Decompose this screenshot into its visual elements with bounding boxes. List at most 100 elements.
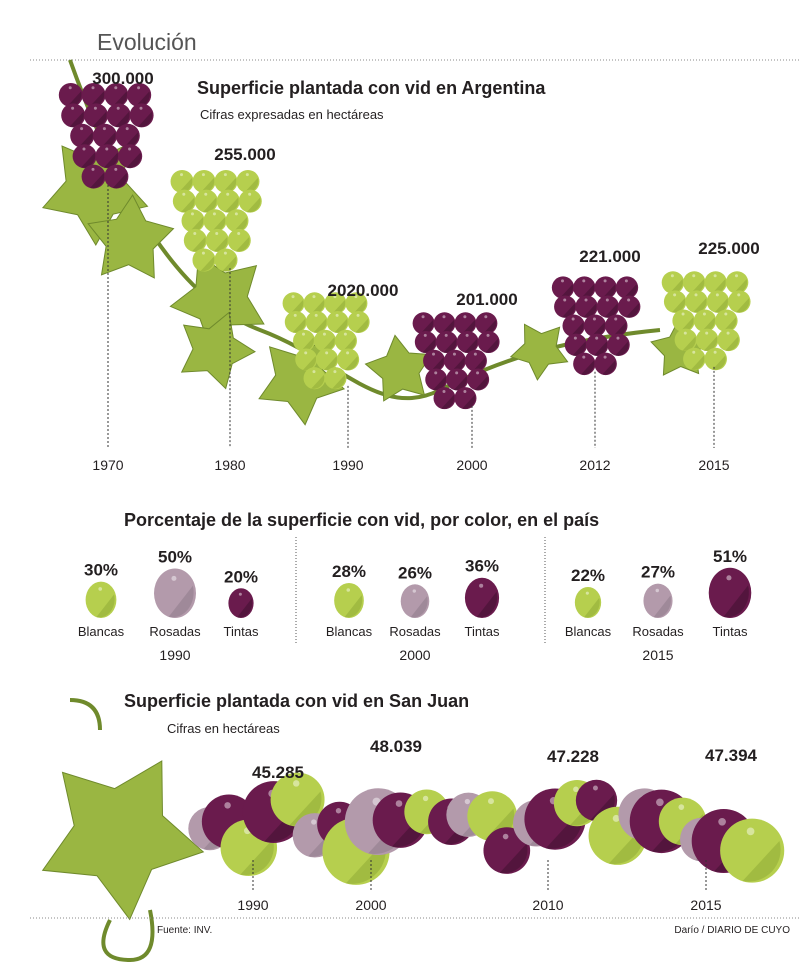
color-percent-chart: 30% Blancas 50% Rosadas 20% Tintas 1990 28% Blan… bbox=[78, 547, 752, 663]
berry-highlight bbox=[98, 587, 103, 591]
berry-shade bbox=[290, 299, 304, 314]
grape-cluster-1990 bbox=[282, 292, 370, 390]
berry-highlight bbox=[343, 332, 347, 336]
berry-highlight bbox=[224, 802, 231, 809]
grape-berry bbox=[236, 169, 260, 194]
grape-berry bbox=[573, 352, 596, 376]
group-year-label: 2000 bbox=[399, 647, 430, 663]
grape-berry bbox=[605, 314, 628, 337]
berry-shade bbox=[168, 585, 194, 618]
berry-highlight bbox=[395, 800, 403, 807]
berry-shade bbox=[570, 322, 584, 337]
vine-leaf bbox=[87, 194, 175, 279]
percent-label: 36% bbox=[465, 557, 499, 576]
year-label: 1990 bbox=[237, 897, 268, 913]
berry-highlight bbox=[713, 350, 717, 354]
grape-berry bbox=[573, 276, 596, 299]
grape-berry bbox=[203, 209, 227, 233]
value-label: 300.000 bbox=[92, 69, 153, 88]
berry-highlight bbox=[486, 333, 490, 337]
grape-berry bbox=[205, 228, 229, 252]
grape-berry bbox=[324, 292, 347, 315]
berry-shade bbox=[604, 303, 618, 318]
grape-berry bbox=[303, 292, 326, 315]
berry-shade bbox=[355, 318, 369, 333]
berry-shade bbox=[200, 178, 215, 193]
color-label: Blancas bbox=[78, 624, 125, 639]
berry-shade bbox=[462, 394, 476, 409]
berry-highlight bbox=[292, 780, 300, 787]
berry-shade bbox=[344, 595, 363, 618]
berry-shade bbox=[703, 336, 718, 351]
year-group-2015: 22% Blancas 27% Rosadas 51% Tintas 2015 bbox=[565, 547, 752, 663]
chart2-title: Porcentaje de la superficie con vid, por… bbox=[124, 510, 599, 530]
grape-berry bbox=[596, 295, 620, 318]
argentina-chart: 1970 300.000 1980 255.000 1990 2020.000 2000 20… bbox=[58, 69, 760, 473]
berry-highlight bbox=[612, 814, 620, 822]
berry-highlight bbox=[678, 804, 685, 810]
berry-shade bbox=[561, 303, 576, 318]
berry-shade bbox=[441, 394, 455, 409]
year-label: 2012 bbox=[579, 457, 610, 473]
grape-berry bbox=[313, 329, 337, 352]
berry-highlight bbox=[726, 331, 730, 335]
berry-highlight bbox=[421, 315, 425, 319]
berry-highlight bbox=[463, 390, 467, 394]
grape-berry bbox=[305, 310, 328, 334]
value-label: 225.000 bbox=[698, 239, 759, 258]
grape-berry bbox=[324, 367, 347, 390]
grape-berry bbox=[696, 328, 719, 352]
berry-highlight bbox=[335, 313, 339, 317]
berry-shade bbox=[334, 318, 348, 333]
grape-berry bbox=[663, 290, 687, 313]
berry-highlight bbox=[624, 279, 628, 283]
grape-berry bbox=[326, 310, 349, 334]
percent-label: 27% bbox=[641, 563, 675, 582]
berry-highlight bbox=[223, 251, 227, 255]
grape-berry bbox=[115, 123, 140, 148]
percent-label: 50% bbox=[158, 547, 192, 566]
berry-highlight bbox=[670, 274, 674, 278]
berry-highlight bbox=[114, 167, 118, 171]
berry-highlight bbox=[226, 192, 230, 196]
color-label: Blancas bbox=[326, 624, 373, 639]
berry-highlight bbox=[116, 106, 120, 110]
berry-highlight bbox=[312, 295, 316, 299]
vine-leaf bbox=[180, 311, 256, 390]
berry-highlight bbox=[335, 808, 342, 814]
berry-highlight bbox=[692, 350, 696, 354]
berry-highlight bbox=[681, 312, 685, 316]
year-label: 1970 bbox=[92, 457, 123, 473]
grape-berry bbox=[183, 228, 207, 252]
berry-highlight bbox=[705, 331, 709, 335]
berry-highlight bbox=[171, 575, 177, 581]
grape-berry bbox=[683, 347, 706, 371]
san-juan-berry bbox=[483, 827, 531, 874]
berry-highlight bbox=[312, 370, 316, 374]
value-label: 47.228 bbox=[547, 747, 599, 766]
grape-berry bbox=[706, 290, 730, 313]
berry-shade bbox=[353, 299, 367, 314]
grape-berry bbox=[435, 331, 458, 354]
year-label: 2010 bbox=[532, 897, 563, 913]
berry-shade bbox=[690, 355, 705, 370]
berry-highlight bbox=[692, 274, 696, 278]
berry-shade bbox=[332, 299, 346, 314]
grape-berry bbox=[704, 271, 727, 294]
vine-leaf bbox=[509, 323, 569, 381]
grape-berry bbox=[194, 189, 218, 213]
berry-highlight bbox=[582, 355, 586, 359]
berry-highlight bbox=[464, 798, 471, 805]
grape-berry bbox=[693, 309, 717, 332]
berry-highlight bbox=[325, 351, 329, 355]
grape-berry bbox=[172, 189, 196, 213]
berry-shade bbox=[101, 132, 116, 148]
berry-highlight bbox=[735, 274, 738, 278]
berry-shade bbox=[300, 337, 314, 352]
grape-berry bbox=[81, 164, 106, 189]
berry-highlight bbox=[80, 127, 84, 131]
value-label: 221.000 bbox=[579, 247, 640, 266]
chart3-title: Superficie plantada con vid en San Juan bbox=[124, 691, 469, 711]
berry-highlight bbox=[603, 279, 607, 283]
